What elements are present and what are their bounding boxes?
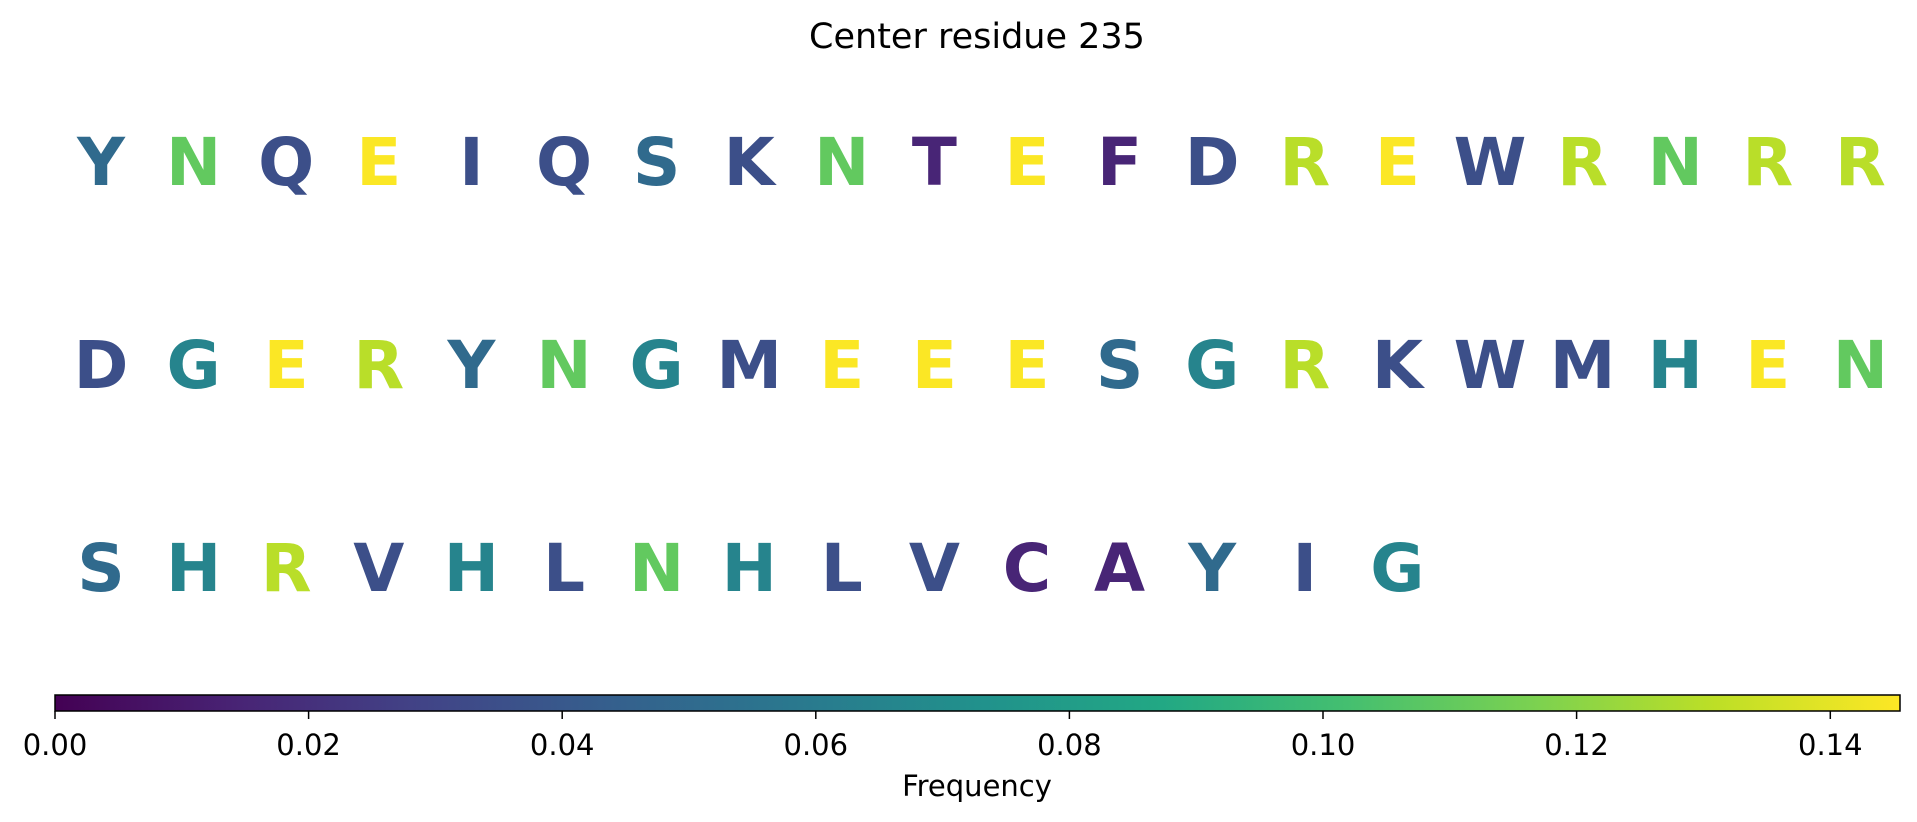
colorbar-tick-label: 0.04 bbox=[530, 728, 595, 762]
residue-letter: R bbox=[1557, 124, 1608, 201]
residue-letter: E bbox=[819, 327, 864, 404]
residue-letter: N bbox=[1833, 327, 1888, 404]
residue-letter: M bbox=[1550, 327, 1616, 404]
residue-letter: D bbox=[1185, 124, 1240, 201]
residue-letter: M bbox=[716, 327, 782, 404]
colorbar-tick-label: 0.10 bbox=[1291, 728, 1356, 762]
residue-letter: E bbox=[1004, 124, 1049, 201]
residue-letter: G bbox=[167, 327, 221, 404]
residue-letter: E bbox=[912, 327, 957, 404]
residue-letter: N bbox=[814, 124, 869, 201]
residue-letter: E bbox=[264, 327, 309, 404]
residue-letter: Y bbox=[1187, 530, 1237, 607]
residue-letter: R bbox=[1279, 124, 1330, 201]
chart-title: Center residue 235 bbox=[809, 17, 1145, 57]
residue-letter: C bbox=[1003, 530, 1051, 607]
residue-letter: N bbox=[1648, 124, 1703, 201]
colorbar-ticks: 0.00 0.02 0.04 0.06 0.08 0.10 0.12 0.14 bbox=[23, 711, 1863, 762]
residue-letter: N bbox=[536, 327, 591, 404]
residue-letter: H bbox=[444, 530, 499, 607]
residue-letter: V bbox=[353, 530, 404, 607]
residue-letter: H bbox=[166, 530, 221, 607]
residue-letter: Q bbox=[536, 124, 592, 201]
residue-letter: R bbox=[1279, 327, 1330, 404]
residue-letter: G bbox=[1370, 530, 1424, 607]
residue-letter: I bbox=[459, 124, 484, 201]
colorbar-tick-label: 0.08 bbox=[1037, 728, 1102, 762]
residue-letter: R bbox=[353, 327, 404, 404]
residue-letter: T bbox=[912, 124, 957, 201]
residue-grid: Y N Q E I Q S K N T E F D R E W R N R RD G E R Y N G M E E E S G R K W M H E N… bbox=[74, 124, 1888, 607]
colorbar-tick-label: 0.14 bbox=[1798, 728, 1863, 762]
residue-letter: H bbox=[722, 530, 777, 607]
residue-letter: Y bbox=[447, 327, 497, 404]
residue-letter: L bbox=[821, 530, 863, 607]
residue-letter: F bbox=[1097, 124, 1142, 201]
residue-letter: S bbox=[1096, 327, 1144, 404]
residue-letter: S bbox=[633, 124, 681, 201]
residue-letter: H bbox=[1648, 327, 1703, 404]
residue-letter: E bbox=[356, 124, 401, 201]
residue-letter: I bbox=[1293, 530, 1318, 607]
residue-letter: E bbox=[1004, 327, 1049, 404]
residue-letter: L bbox=[543, 530, 585, 607]
residue-letter: K bbox=[1372, 327, 1426, 404]
colorbar-tick-label: 0.12 bbox=[1544, 728, 1609, 762]
colorbar-gradient bbox=[54, 694, 1901, 712]
residue-letter: G bbox=[630, 327, 684, 404]
residue-letter: R bbox=[261, 530, 312, 607]
colorbar-label: Frequency bbox=[902, 769, 1052, 803]
residue-letter: W bbox=[1454, 124, 1527, 201]
residue-letter: D bbox=[74, 327, 129, 404]
colorbar-tick-label: 0.00 bbox=[23, 728, 88, 762]
residue-letter: W bbox=[1454, 327, 1527, 404]
residue-letter: A bbox=[1094, 530, 1145, 607]
colorbar: 0.00 0.02 0.04 0.06 0.08 0.10 0.12 0.14 Frequen… bbox=[23, 694, 1901, 803]
residue-letter: K bbox=[724, 124, 778, 201]
residue-letter: Q bbox=[258, 124, 314, 201]
colorbar-tick-label: 0.02 bbox=[276, 728, 341, 762]
residue-letter: R bbox=[1835, 124, 1886, 201]
residue-letter: S bbox=[77, 530, 125, 607]
residue-letter: V bbox=[909, 530, 960, 607]
residue-letter: Y bbox=[76, 124, 126, 201]
residue-letter: N bbox=[629, 530, 684, 607]
residue-letter: N bbox=[166, 124, 221, 201]
residue-letter: G bbox=[1185, 327, 1239, 404]
residue-letter: R bbox=[1742, 124, 1793, 201]
residue-letter: E bbox=[1745, 327, 1790, 404]
residue-letter: E bbox=[1375, 124, 1420, 201]
colorbar-tick-label: 0.06 bbox=[784, 728, 849, 762]
